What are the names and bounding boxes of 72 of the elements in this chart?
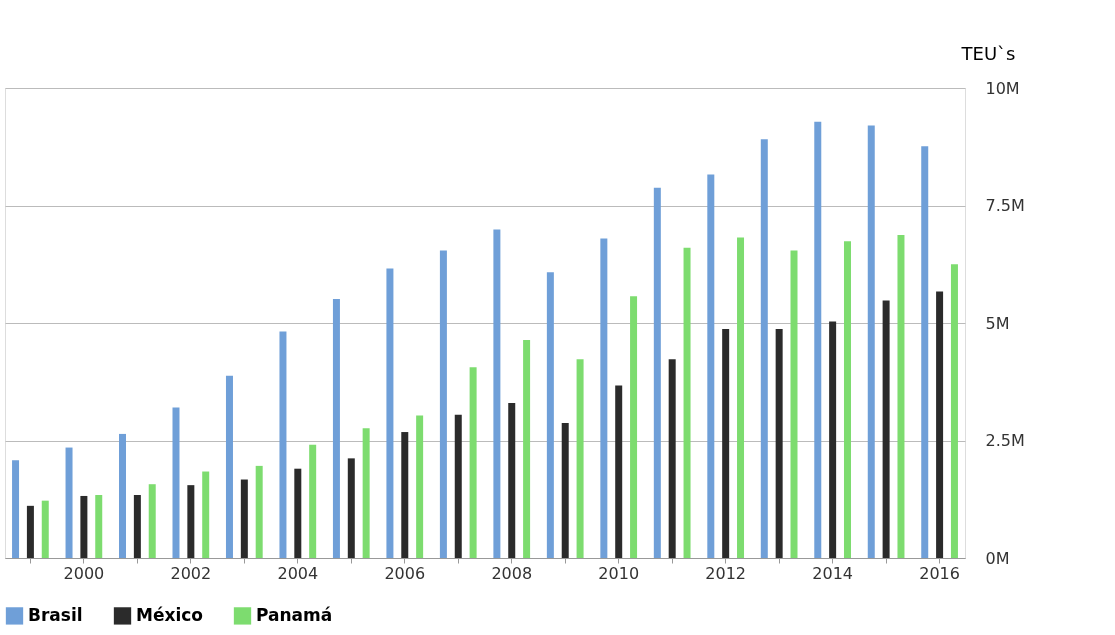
legend-label: Panamá	[256, 604, 333, 625]
bar	[600, 238, 608, 558]
bar	[309, 444, 317, 558]
bar	[148, 484, 156, 558]
bar	[255, 465, 263, 558]
legend-label: México	[136, 604, 203, 625]
bar	[722, 329, 730, 558]
bar	[829, 321, 837, 558]
bar	[401, 432, 409, 558]
bar	[439, 250, 447, 558]
x-tick-label: 2016	[919, 563, 960, 583]
x-tick-label: 2008	[491, 563, 533, 583]
bar	[41, 500, 49, 558]
bar	[867, 125, 875, 558]
bar	[737, 237, 745, 558]
bar	[225, 375, 233, 558]
bar	[416, 415, 424, 558]
legend-label: Brasil	[28, 604, 83, 625]
bar	[668, 359, 676, 558]
bar	[921, 146, 929, 558]
bar	[119, 433, 127, 558]
bar	[897, 235, 905, 558]
bar	[814, 121, 822, 558]
y-tick-label: 5M	[985, 313, 1010, 333]
bar	[882, 300, 890, 558]
bar	[347, 458, 355, 558]
x-tick-label: 2004	[277, 563, 319, 583]
bar	[576, 359, 584, 558]
bar	[561, 423, 569, 558]
bar	[775, 329, 783, 558]
x-tick-label: 2010	[598, 563, 640, 583]
bar	[653, 187, 661, 558]
bar	[615, 385, 623, 558]
bar	[12, 460, 20, 558]
y-tick-label: 0M	[985, 548, 1010, 568]
bar	[707, 174, 715, 558]
bar	[630, 296, 638, 558]
bar	[279, 331, 287, 558]
bar	[386, 268, 394, 558]
x-tick-label: 2012	[705, 563, 747, 583]
bar	[469, 367, 477, 558]
x-tick-label: 2006	[384, 563, 426, 583]
bar	[493, 229, 501, 558]
bar	[65, 447, 73, 558]
bar	[202, 471, 210, 558]
bar	[790, 250, 798, 558]
bar	[332, 299, 340, 558]
bar	[508, 402, 516, 558]
bar	[26, 505, 34, 558]
bar	[80, 495, 88, 558]
bar	[546, 272, 554, 558]
bar	[95, 495, 103, 558]
bar	[523, 339, 531, 558]
bar	[950, 264, 958, 558]
bar	[760, 139, 768, 558]
bar	[187, 485, 195, 558]
y-tick-label: 10M	[985, 78, 1020, 98]
y-tick-label: 7.5M	[985, 196, 1025, 215]
y-axis-title: TEU`s	[960, 42, 1016, 64]
bar	[936, 291, 944, 558]
bar	[362, 428, 370, 558]
x-tick-label: 2014	[812, 563, 853, 583]
y-tick-label: 2.5M	[985, 431, 1025, 450]
bar	[172, 407, 180, 558]
bar	[454, 414, 462, 558]
bar	[843, 241, 851, 558]
bar	[240, 479, 248, 558]
x-tick-label: 2002	[170, 563, 212, 583]
bar	[294, 468, 302, 558]
bar	[683, 247, 691, 558]
bar	[133, 495, 141, 558]
x-tick-label: 2000	[63, 563, 105, 583]
